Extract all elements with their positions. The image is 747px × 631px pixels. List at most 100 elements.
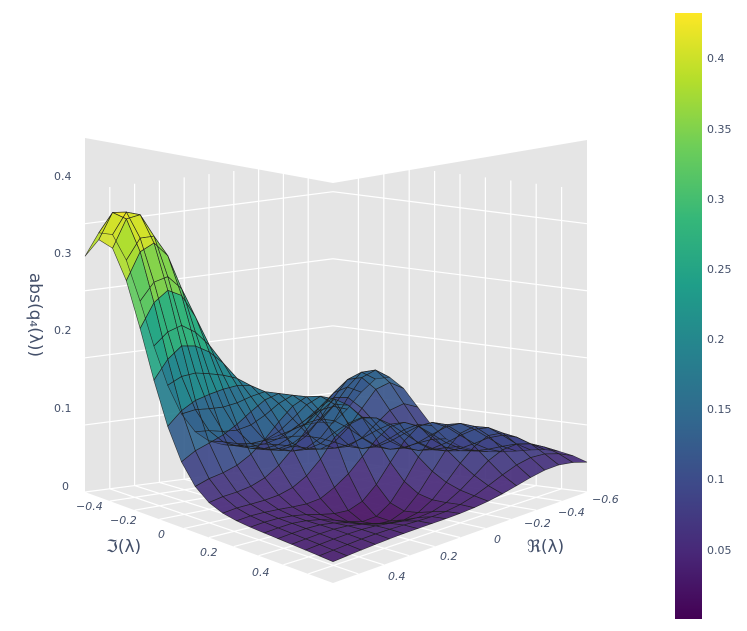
surface-cell (432, 449, 461, 483)
surface-cell (278, 448, 307, 488)
z-tick: 0.3 (54, 247, 72, 260)
surface-cell (223, 424, 251, 466)
surface-cell (320, 513, 349, 522)
surface-cell (140, 242, 168, 303)
surface-cell (278, 506, 307, 516)
surface-cell (278, 487, 307, 507)
surface-cell (390, 481, 419, 512)
surface-cell (209, 352, 238, 390)
colorbar-tick: 0.25 (707, 263, 732, 276)
x-tick: 0.4 (388, 570, 406, 583)
y-tick: −0.2 (110, 514, 137, 527)
surface-cell (167, 410, 196, 462)
surface-cell (195, 442, 224, 479)
surface-cell (181, 450, 210, 487)
surface-cell (306, 498, 335, 515)
colorbar-tick: 0.4 (707, 52, 725, 65)
colorbar-ticks: 0.4 0.35 0.3 0.25 0.2 0.15 0.1 0.05 (707, 52, 732, 557)
surface-cell (306, 459, 335, 499)
surface-cell (223, 465, 251, 492)
surface-cell (375, 369, 404, 389)
surface-cell (488, 432, 517, 450)
surface-cell (223, 385, 251, 425)
surface-cell (306, 519, 335, 525)
surface-cell (167, 345, 196, 411)
surface-cell (376, 426, 405, 463)
surface-cell (417, 516, 446, 524)
surface-cell (250, 477, 279, 501)
x-axis-title: ℜ(λ) (527, 537, 564, 557)
surface-cell (264, 465, 293, 496)
surface-cell (209, 472, 237, 497)
surface-cell (530, 443, 559, 454)
y-tick: 0.2 (200, 546, 218, 559)
z-axis-ticks: 0 0.1 0.2 0.3 0.4 (54, 170, 72, 493)
surface-cell (167, 290, 196, 346)
surface-cell (432, 502, 461, 512)
colorbar-tick: 0.15 (707, 403, 732, 416)
surface-cell (292, 514, 321, 521)
surface-cell (320, 437, 349, 488)
surface-cell (376, 462, 405, 503)
surface-cell (264, 421, 293, 466)
surface-cell (334, 510, 363, 522)
surface-cell (446, 490, 475, 505)
surface-cell (222, 507, 251, 521)
colorbar-tick: 0.3 (707, 193, 725, 206)
colorbar (675, 13, 702, 619)
surface-cell (362, 484, 391, 517)
y-tick: −0.4 (76, 500, 103, 513)
surface-cell (361, 389, 390, 424)
surface-cell (236, 504, 265, 516)
surface-cell (195, 478, 223, 503)
surface-cell (222, 491, 251, 508)
surface-cell (418, 422, 447, 437)
y-axis-title: ℑ(λ) (106, 537, 141, 557)
surface-cell (361, 369, 390, 390)
surface-cell (209, 389, 238, 435)
surface-cell (347, 524, 376, 530)
surface-cell (250, 512, 279, 523)
z-axis-title: abs(q₄(λ)) (25, 273, 45, 357)
y-tick: 0.4 (252, 566, 270, 579)
x-axis-ticks: −0.6 −0.4 −0.2 0 0.2 0.4 (388, 493, 619, 583)
surface-cell (375, 382, 404, 411)
surface-cell (334, 399, 363, 425)
surface-cell-edge (558, 453, 588, 463)
surface-cell (404, 493, 433, 513)
surface-cell (292, 503, 321, 515)
surface-cell (474, 460, 503, 486)
grid-line (109, 488, 359, 575)
surface-cell (181, 400, 210, 451)
surface-cell (446, 463, 475, 491)
surface-cell (348, 501, 377, 522)
surface-cell (530, 453, 559, 471)
colorbar-tick: 0.35 (707, 123, 732, 136)
surface-cell (264, 495, 293, 510)
surface-cell (126, 251, 154, 329)
x-tick: 0.2 (440, 550, 458, 563)
z-tick: 0.4 (54, 170, 72, 183)
surface-cell (403, 403, 432, 426)
surface-cell (236, 486, 265, 505)
surface-cell (140, 302, 168, 381)
surface-cell (404, 511, 433, 520)
surface-cell (432, 482, 461, 503)
surface-cell (544, 453, 573, 465)
surface-cell (460, 426, 489, 447)
surface-cell (126, 214, 154, 252)
surface-cell (348, 456, 377, 502)
colorbar-tick: 0.2 (707, 333, 725, 346)
surface-cell (209, 496, 237, 514)
surface-cell (264, 393, 293, 422)
surface-cell (112, 218, 141, 281)
z-tick: 0.1 (54, 402, 72, 415)
surface-cell (292, 396, 321, 430)
surface-cell (98, 212, 127, 249)
surface-cell (516, 457, 545, 478)
surface-cell (431, 511, 460, 519)
surface-cell (390, 440, 419, 482)
grid-line (308, 488, 562, 575)
surface-cell (250, 399, 279, 440)
